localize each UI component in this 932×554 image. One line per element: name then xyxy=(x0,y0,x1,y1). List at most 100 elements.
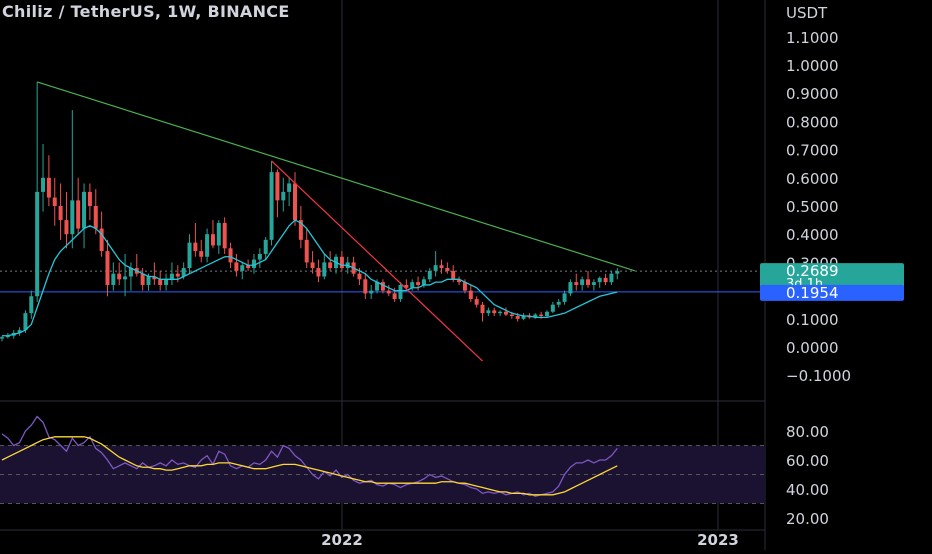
candle-body xyxy=(251,259,256,269)
candle-body xyxy=(17,330,22,333)
candle-body xyxy=(597,277,602,283)
candle-body xyxy=(76,200,81,229)
candle-body xyxy=(586,279,590,285)
candle-body xyxy=(41,177,46,192)
candle-body xyxy=(498,311,503,314)
candle-body xyxy=(234,262,239,271)
candle-body xyxy=(468,290,473,300)
price-tick-label: 1.0000 xyxy=(786,57,839,75)
support-price-tag xyxy=(760,284,904,301)
candle-body xyxy=(87,191,92,206)
trendline-0 xyxy=(36,81,636,272)
candle-body xyxy=(615,271,620,274)
candle-body xyxy=(140,273,145,285)
candle-body xyxy=(117,273,122,280)
candle-body xyxy=(328,262,333,269)
candle-body xyxy=(246,265,251,269)
candle-body xyxy=(0,337,4,339)
currency-label: USDT xyxy=(786,4,828,22)
candle-body xyxy=(23,313,28,331)
candle-body xyxy=(457,279,462,283)
candle-body xyxy=(52,197,57,206)
candle-body xyxy=(386,290,391,294)
candle-body xyxy=(269,172,274,240)
candle-body xyxy=(58,206,63,221)
candle-body xyxy=(193,242,198,252)
candle-body xyxy=(293,183,297,221)
candle-body xyxy=(105,251,110,285)
candle-body xyxy=(398,284,403,300)
candle-body xyxy=(281,191,286,201)
candle-body xyxy=(35,191,40,297)
candle-body xyxy=(93,206,98,229)
candle-body xyxy=(128,268,133,277)
candle-body xyxy=(316,268,321,277)
candle-body xyxy=(228,248,233,263)
price-tick-label: 0.8000 xyxy=(786,113,839,131)
rsi-tick-label: 40.00 xyxy=(786,481,829,499)
rsi-band-fill xyxy=(0,445,765,504)
candle-body xyxy=(298,220,303,240)
candle-body xyxy=(29,296,34,314)
candle-body xyxy=(111,273,116,285)
price-tick-label: 0.6000 xyxy=(786,170,839,188)
candle-body xyxy=(82,191,87,229)
candle-body xyxy=(427,270,432,280)
candle-body xyxy=(404,284,409,288)
candle-body xyxy=(123,276,128,280)
candle-body xyxy=(187,242,192,269)
price-tick-label: 0.0000 xyxy=(786,339,839,357)
candle-body xyxy=(474,299,479,305)
candle-body xyxy=(275,172,280,201)
candle-body xyxy=(574,282,579,285)
candle-body xyxy=(216,222,221,246)
candle-body xyxy=(521,315,526,319)
chart-title: Chiliz / TetherUS, 1W, BINANCE xyxy=(2,2,290,21)
candle-body xyxy=(322,262,327,277)
candle-body xyxy=(462,282,467,291)
rsi-line xyxy=(1,415,618,497)
candle-body xyxy=(550,304,555,312)
candle-body xyxy=(544,311,549,316)
price-tick-label: 0.7000 xyxy=(786,142,839,160)
candle-body xyxy=(310,262,315,269)
candle-body xyxy=(539,314,544,316)
candle-body xyxy=(486,310,491,314)
candle-body xyxy=(263,239,268,254)
candle-body xyxy=(591,282,596,285)
trendline-1 xyxy=(271,160,483,362)
candle-body xyxy=(509,314,514,316)
candle-body xyxy=(480,304,485,314)
candle-body xyxy=(492,310,497,314)
candle-body xyxy=(568,282,573,294)
candle-body xyxy=(433,265,438,271)
candle-body xyxy=(46,177,51,198)
candle-body xyxy=(169,273,174,280)
candle-body xyxy=(527,315,532,318)
candle-body xyxy=(70,200,75,235)
candle-body xyxy=(439,265,444,269)
candle-body xyxy=(375,282,380,291)
candle-body xyxy=(158,279,163,285)
candle-body xyxy=(99,228,104,252)
candle-body xyxy=(533,314,538,318)
candle-body xyxy=(164,279,169,285)
candle-body xyxy=(609,273,614,283)
candle-body xyxy=(392,293,397,300)
candle-body xyxy=(580,279,585,285)
last-price-tag xyxy=(760,263,904,290)
rsi-ma-line xyxy=(1,436,618,496)
candle-body xyxy=(562,293,567,302)
candle-body xyxy=(5,335,10,338)
candle-body xyxy=(556,301,561,305)
candle-body xyxy=(287,183,292,192)
candle-body xyxy=(410,282,415,288)
price-tick-label: 0.4000 xyxy=(786,226,839,244)
price-tick-label: 0.5000 xyxy=(786,198,839,216)
candle-body xyxy=(603,277,608,283)
candle-body xyxy=(210,234,215,246)
candle-body xyxy=(369,290,374,294)
time-tick-label: 2023 xyxy=(697,531,739,549)
last-price-value: 0.2689 xyxy=(786,262,839,280)
